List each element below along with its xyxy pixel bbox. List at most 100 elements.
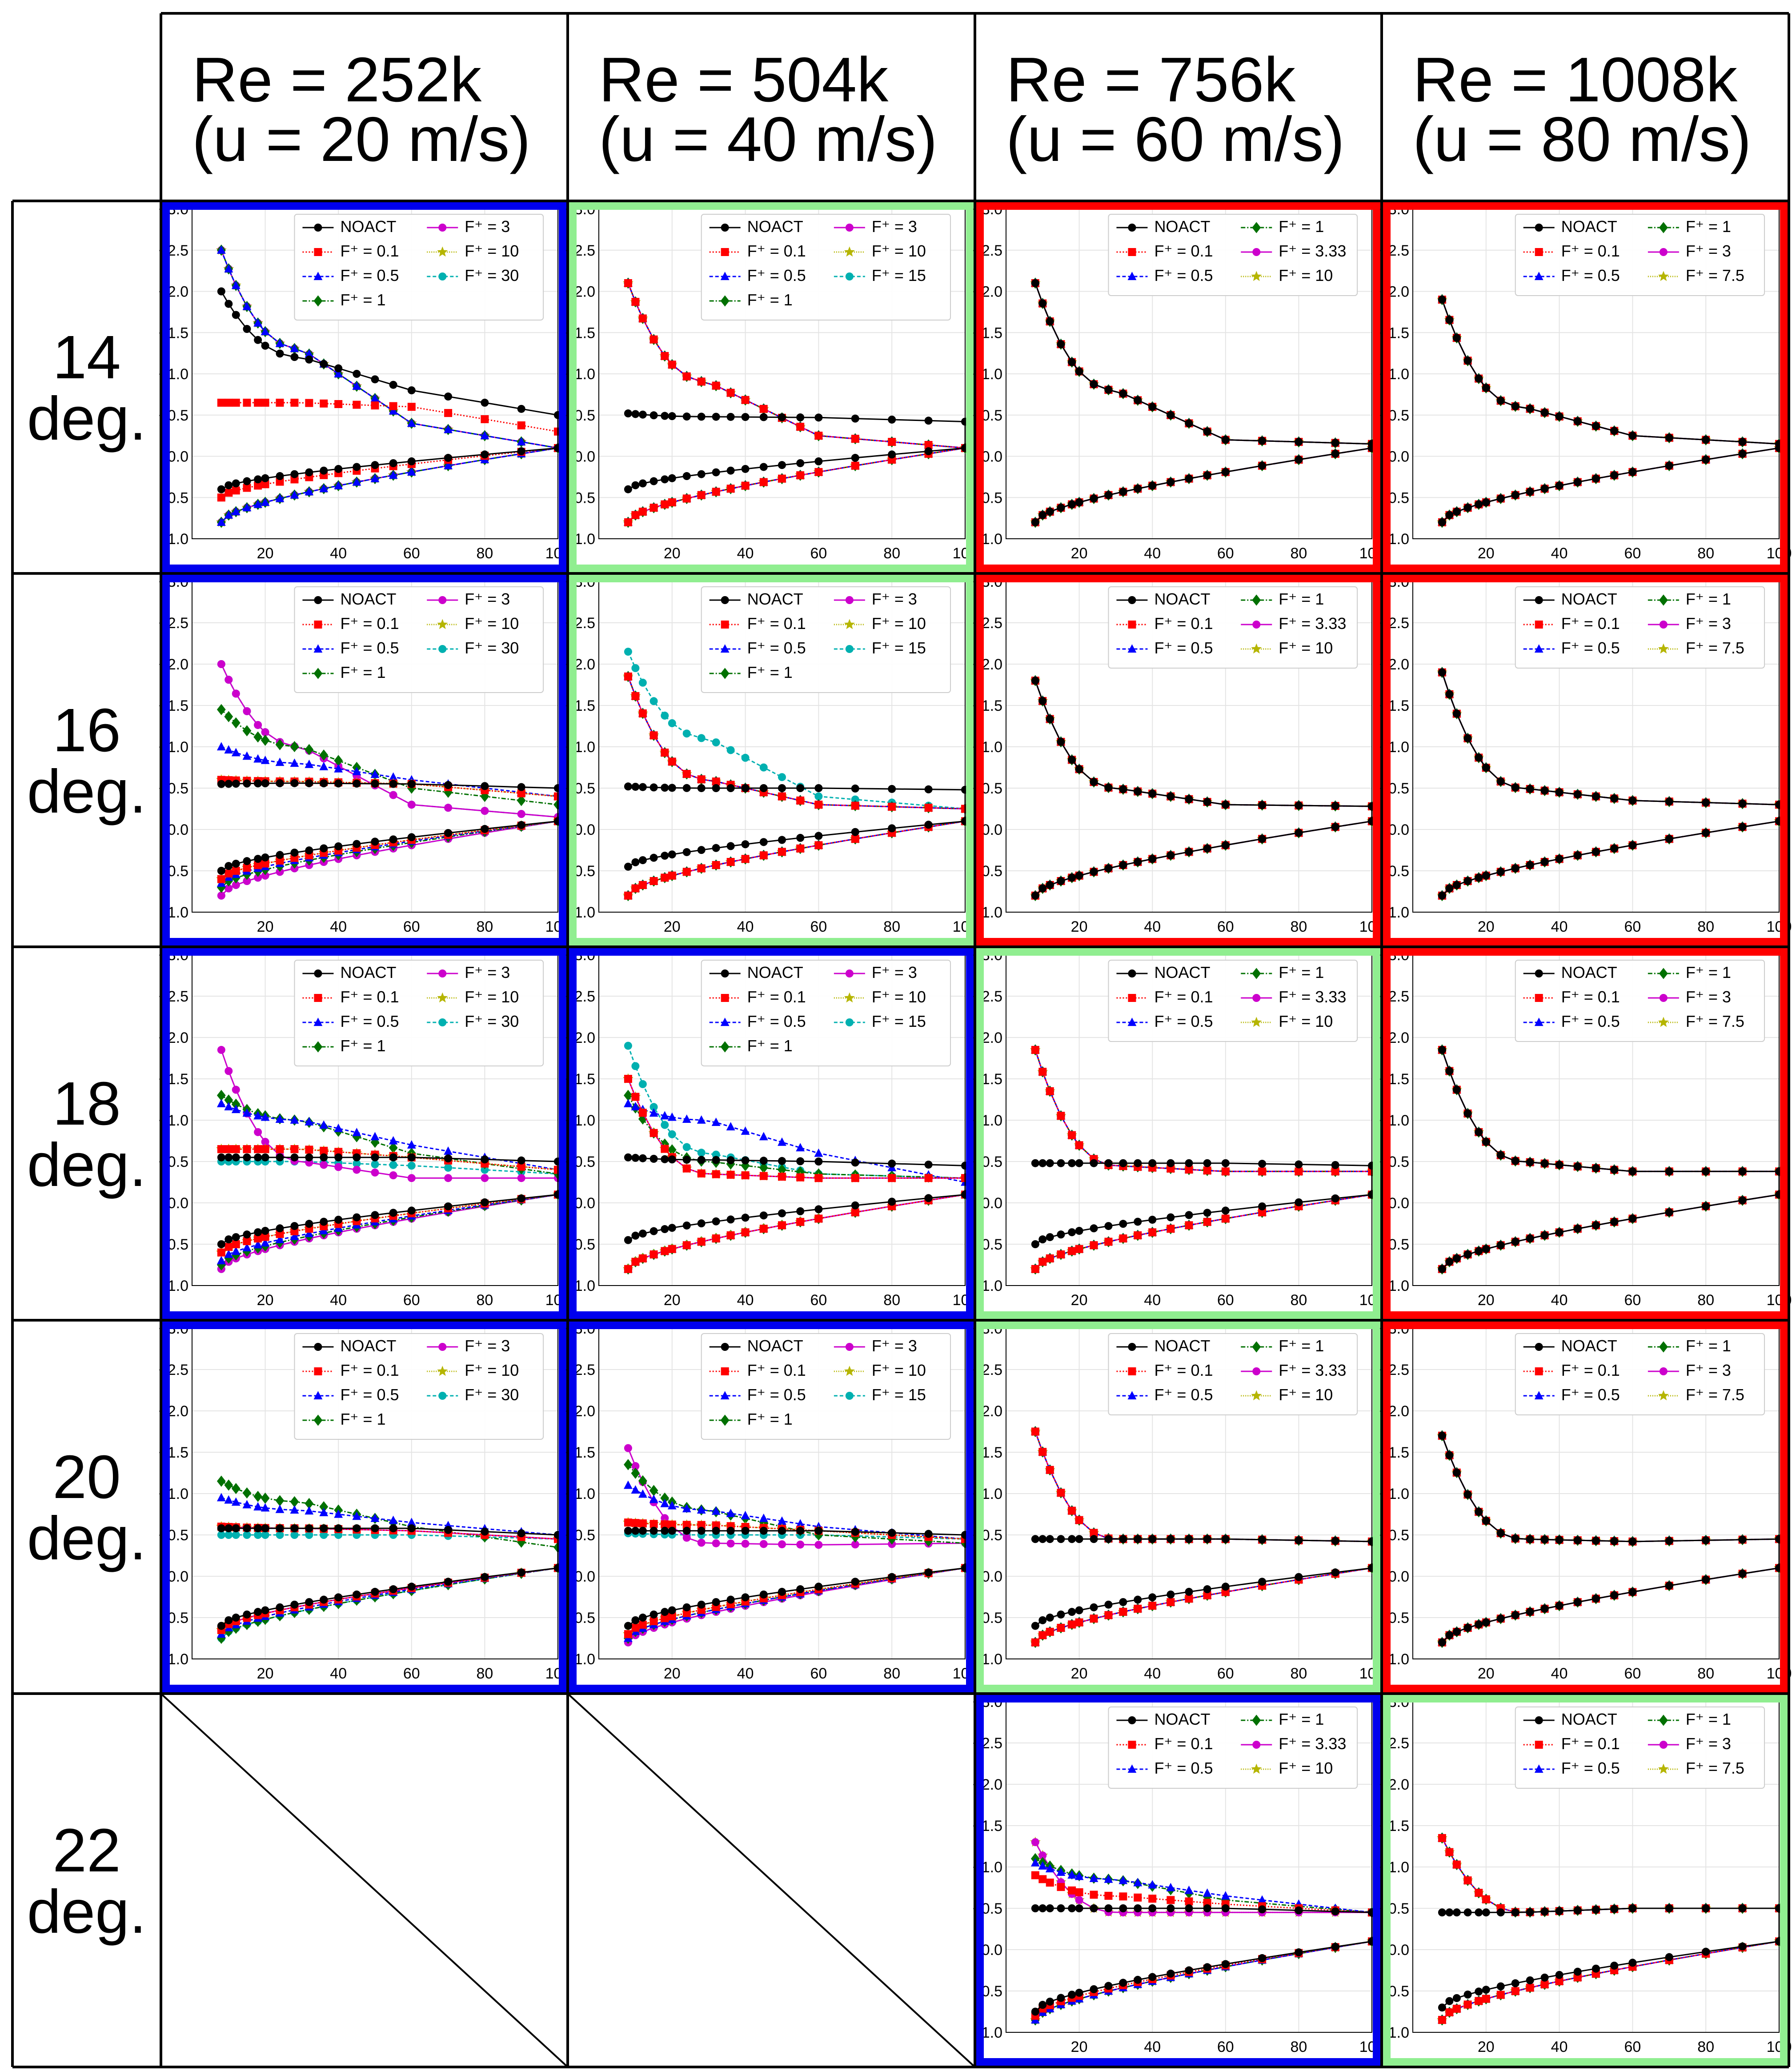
column-header-line1: Re = 504k	[599, 44, 889, 115]
data-point	[1738, 1196, 1747, 1205]
data-point	[224, 264, 233, 272]
x-tick-label: 60	[403, 918, 420, 935]
data-point	[305, 1229, 314, 1238]
x-tick-label: 80	[1697, 545, 1714, 562]
data-point	[1592, 1164, 1600, 1172]
data-point	[624, 1265, 632, 1273]
legend-label: F⁺ = 1	[1686, 963, 1731, 981]
data-point	[1046, 1466, 1054, 1474]
data-point	[668, 1606, 676, 1614]
data-point	[1628, 1167, 1637, 1176]
data-point	[1057, 340, 1065, 349]
data-point	[254, 779, 262, 788]
data-point	[1031, 1046, 1039, 1054]
data-point	[759, 1157, 768, 1165]
legend-label: F⁺ = 3	[1686, 614, 1731, 633]
data-point	[371, 1168, 379, 1177]
data-point	[661, 711, 669, 720]
data-point	[1038, 1068, 1047, 1076]
data-point	[1258, 1578, 1267, 1586]
data-point	[517, 1529, 525, 1538]
data-point	[334, 1123, 343, 1132]
data-point	[721, 1343, 729, 1351]
data-point	[851, 795, 859, 804]
data-point	[313, 644, 323, 653]
data-point	[631, 1231, 640, 1240]
data-point	[243, 1145, 251, 1154]
data-point	[624, 782, 632, 791]
data-point	[796, 833, 805, 842]
data-point	[353, 840, 361, 848]
data-point	[1331, 823, 1339, 831]
data-point	[1463, 504, 1472, 512]
data-point	[1031, 1427, 1039, 1436]
data-point	[814, 432, 823, 440]
data-point	[1702, 436, 1710, 444]
y-tick-label: 0.5	[574, 489, 595, 506]
data-point	[1185, 1159, 1193, 1167]
data-point	[649, 504, 658, 512]
data-point	[290, 398, 299, 407]
data-point	[232, 1614, 240, 1622]
data-point	[712, 1234, 720, 1243]
data-point	[334, 842, 343, 850]
data-point	[1445, 690, 1454, 698]
x-tick-label: 60	[1217, 545, 1234, 562]
data-point	[1452, 508, 1461, 516]
data-point	[1258, 1167, 1267, 1176]
panel-frame-blue	[161, 947, 568, 1320]
data-point	[389, 772, 398, 781]
data-point	[1540, 1159, 1549, 1168]
x-tick-label: 40	[1144, 918, 1161, 935]
x-tick-label: 60	[403, 545, 420, 562]
data-point	[851, 1174, 859, 1182]
data-point	[217, 867, 225, 875]
y-tick-label: 1.0	[982, 1278, 1002, 1294]
data-point	[1511, 783, 1519, 792]
data-point	[712, 738, 720, 747]
data-point	[243, 857, 251, 865]
data-point	[1482, 764, 1490, 772]
legend-label: NOACT	[1561, 590, 1617, 608]
data-point	[232, 479, 240, 488]
data-point	[1658, 271, 1669, 281]
data-point	[668, 719, 676, 727]
data-point	[305, 1117, 314, 1126]
x-tick-label: 40	[737, 1665, 754, 1682]
legend-label: F⁺ = 10	[1279, 1386, 1333, 1404]
data-point	[649, 1227, 658, 1235]
data-point	[438, 645, 447, 653]
data-point	[759, 1526, 768, 1535]
data-point	[1203, 844, 1211, 853]
y-tick-label: 0.5	[1388, 1236, 1409, 1253]
data-point	[437, 619, 448, 629]
legend-label: F⁺ = 0.1	[340, 1361, 399, 1379]
data-point	[444, 393, 453, 401]
data-point	[1090, 778, 1098, 786]
data-point	[712, 413, 720, 421]
data-point	[1148, 789, 1157, 798]
legend-label: NOACT	[1154, 1337, 1210, 1355]
data-point	[1610, 1537, 1619, 1545]
data-point	[624, 409, 632, 418]
data-point	[444, 409, 453, 417]
panel-frame-red	[1382, 201, 1789, 573]
legend-label: F⁺ = 10	[465, 1361, 519, 1379]
row-label-unit: deg.	[27, 385, 147, 453]
data-point	[668, 474, 676, 482]
data-point	[352, 381, 361, 390]
data-point	[1258, 437, 1267, 445]
data-point	[1221, 841, 1230, 849]
data-point	[261, 341, 269, 350]
data-point	[1482, 871, 1490, 880]
data-point	[1203, 1209, 1211, 1217]
data-point	[741, 413, 750, 421]
data-point	[1475, 1128, 1483, 1136]
data-point	[726, 1595, 735, 1604]
legend-label: NOACT	[1561, 963, 1617, 981]
data-point	[1119, 861, 1127, 869]
data-point	[649, 783, 658, 792]
data-point	[216, 517, 226, 526]
